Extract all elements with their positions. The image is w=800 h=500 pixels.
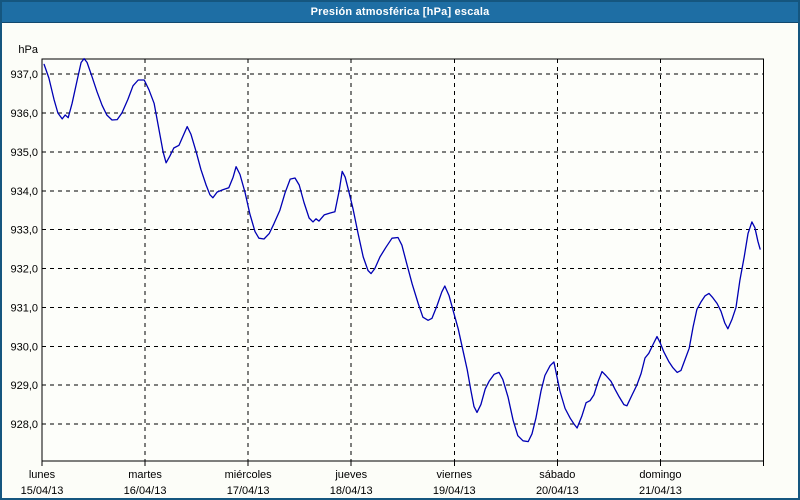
x-day-label: miércoles <box>225 469 273 481</box>
x-date-label: 15/04/13 <box>21 485 64 497</box>
y-tick-label: 931,0 <box>10 302 38 314</box>
x-day-label: domingo <box>639 469 681 481</box>
y-tick-label: 930,0 <box>10 341 38 353</box>
y-tick-label: 936,0 <box>10 108 38 120</box>
y-tick-label: 928,0 <box>10 419 38 431</box>
pressure-line <box>43 57 761 443</box>
chart-title: Presión atmosférica [hPa] escala <box>310 6 490 18</box>
x-date-label: 17/04/13 <box>227 485 270 497</box>
plot-background <box>42 59 764 461</box>
y-tick-label: 935,0 <box>10 147 38 159</box>
y-tick-label: 933,0 <box>10 225 38 237</box>
x-day-label: viernes <box>437 469 473 481</box>
x-day-label: jueves <box>334 469 367 481</box>
x-date-label: 16/04/13 <box>124 485 167 497</box>
x-day-label: martes <box>128 469 162 481</box>
x-date-label: 20/04/13 <box>536 485 579 497</box>
x-date-label: 18/04/13 <box>330 485 373 497</box>
x-date-label: 19/04/13 <box>433 485 476 497</box>
x-day-label: sábado <box>539 469 575 481</box>
title-bar: Presión atmosférica [hPa] escala <box>2 2 798 23</box>
y-axis-unit-label: hPa <box>18 44 38 56</box>
plot-border <box>41 58 764 462</box>
y-tick-label: 937,0 <box>10 69 38 81</box>
y-tick-label: 929,0 <box>10 380 38 392</box>
x-date-label: 21/04/13 <box>639 485 682 497</box>
y-tick-label: 932,0 <box>10 264 38 276</box>
y-tick-label: 934,0 <box>10 186 38 198</box>
x-day-label: lunes <box>29 469 56 481</box>
